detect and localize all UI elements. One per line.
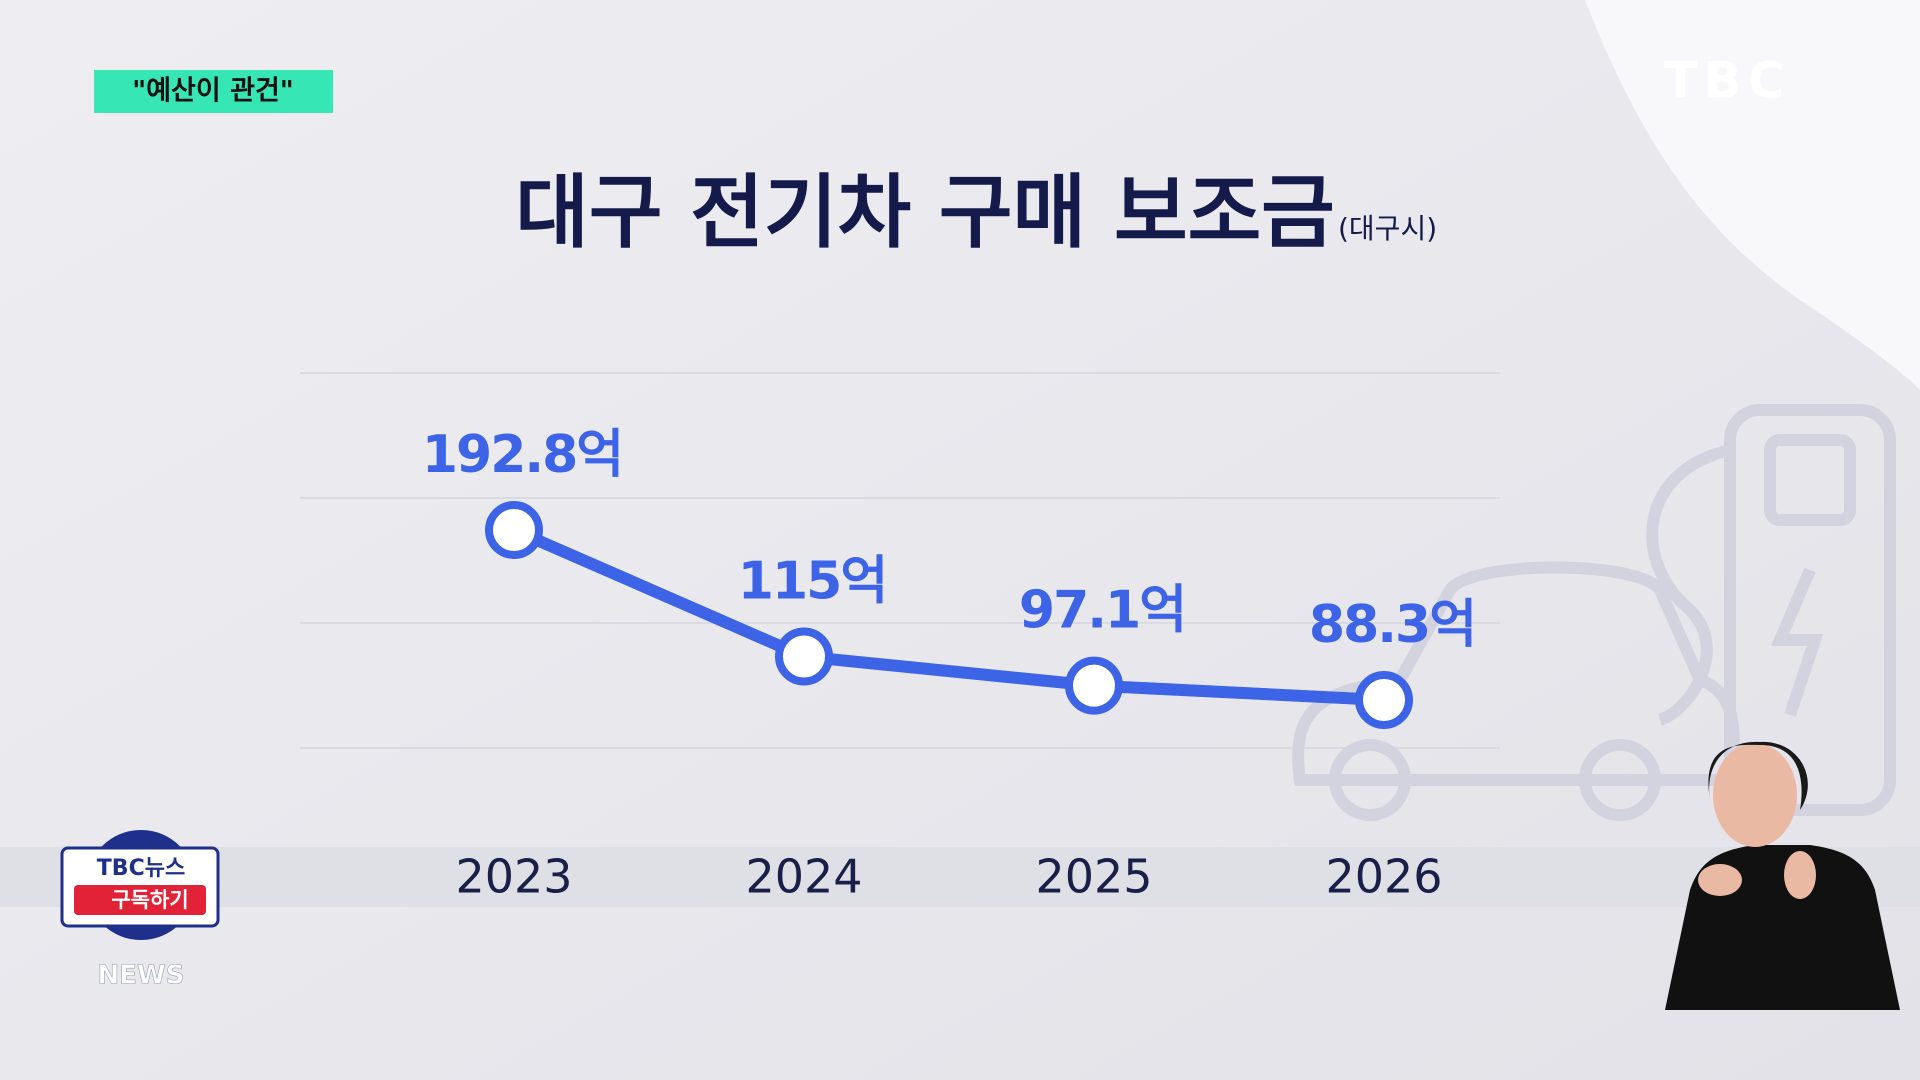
year-band bbox=[0, 847, 1920, 907]
badge-title: TBC뉴스 bbox=[97, 856, 185, 881]
value-label: 97.1억 bbox=[1019, 581, 1185, 641]
x-tick-label: 2025 bbox=[1035, 850, 1152, 904]
marker bbox=[1355, 670, 1413, 729]
marker bbox=[1065, 656, 1123, 715]
ev-icon bbox=[1292, 404, 1896, 821]
marker bbox=[485, 500, 543, 559]
value-label: 88.3억 bbox=[1309, 595, 1475, 655]
x-tick-label: 2023 bbox=[455, 850, 572, 904]
marker bbox=[775, 627, 833, 686]
background-curve bbox=[1585, 0, 1920, 390]
subscribe-label[interactable]: 구독하기 bbox=[111, 888, 188, 912]
value-label: 192.8억 bbox=[422, 425, 622, 485]
tag-box bbox=[94, 70, 333, 113]
line bbox=[511, 524, 1385, 706]
news-label: NEWS bbox=[98, 961, 185, 991]
x-tick-label: 2024 bbox=[745, 850, 862, 904]
logo: TBC bbox=[1664, 52, 1791, 110]
x-tick-label: 2026 bbox=[1325, 850, 1442, 904]
value-label: 115억 bbox=[738, 552, 886, 612]
chart-title: 대구 전기차 구매 보조금 bbox=[515, 166, 1335, 259]
subscribe-button[interactable] bbox=[74, 885, 206, 915]
interpreter bbox=[1665, 741, 1900, 1010]
chart-subtitle: (대구시) bbox=[1338, 212, 1437, 245]
tag: "예산이 관건" bbox=[132, 76, 294, 107]
